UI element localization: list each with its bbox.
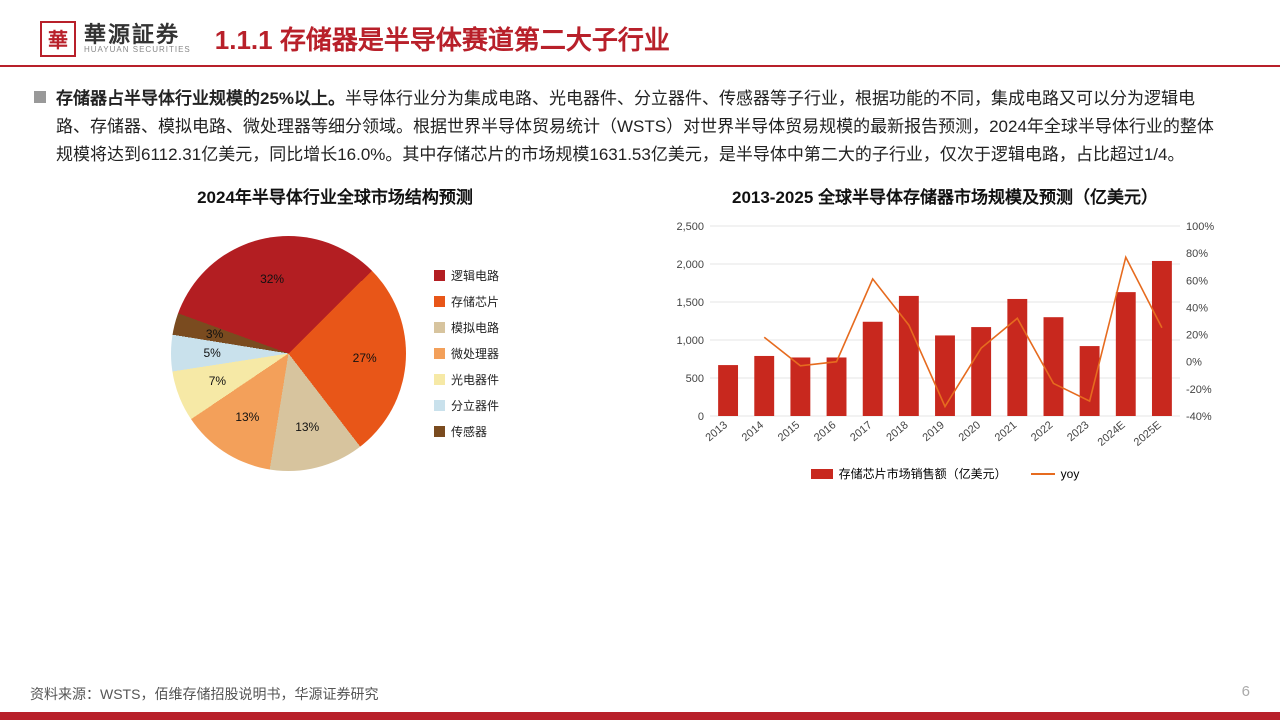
pie-slice-label: 13%: [295, 420, 319, 434]
combo-legend: 存储芯片市场销售额（亿美元） yoy: [660, 465, 1230, 482]
logo-en: HUAYUAN SECURITIES: [84, 46, 191, 54]
svg-text:1,500: 1,500: [676, 297, 704, 309]
legend-swatch: [434, 296, 445, 307]
svg-text:20%: 20%: [1186, 330, 1208, 342]
footer-bar: [0, 712, 1280, 720]
pie-slice-label: 3%: [206, 327, 223, 341]
legend-row: 分立器件: [434, 397, 499, 414]
svg-text:60%: 60%: [1186, 275, 1208, 287]
page-number: 6: [1242, 683, 1250, 700]
bullet-icon: [34, 91, 46, 103]
pie-slice-label: 27%: [353, 351, 377, 365]
pie-canvas: 32% 27% 13% 13% 7% 5% 3%: [171, 236, 406, 471]
footer: 资料来源：WSTS，佰维存储招股说明书，华源证券研究 6: [0, 684, 1280, 720]
svg-text:-40%: -40%: [1186, 411, 1212, 423]
combo-canvas: 0 500 1,000 1,500 2,000 2,500 -40% -20% 0% 20% 40%…: [660, 218, 1230, 458]
legend-row: 模拟电路: [434, 319, 499, 336]
pie-slice-label: 32%: [260, 272, 284, 286]
svg-text:2022: 2022: [1029, 419, 1055, 444]
legend-swatch: [434, 374, 445, 385]
svg-text:2017: 2017: [848, 419, 874, 444]
source-text: 资料来源：WSTS，佰维存储招股说明书，华源证券研究: [0, 684, 1280, 712]
legend-bar-label: 存储芯片市场销售额（亿美元）: [839, 465, 1007, 482]
pie-legend: 逻辑电路存储芯片模拟电路微处理器光电器件分立器件传感器: [434, 267, 499, 440]
pie-slice-label: 7%: [209, 374, 226, 388]
svg-text:500: 500: [686, 373, 704, 385]
logo-icon: 華: [40, 21, 76, 57]
legend-row: 光电器件: [434, 371, 499, 388]
legend-label: 分立器件: [451, 397, 499, 414]
svg-text:1,000: 1,000: [676, 335, 704, 347]
svg-text:2024E: 2024E: [1096, 419, 1128, 449]
svg-text:2023: 2023: [1065, 419, 1091, 444]
svg-text:2020: 2020: [957, 419, 983, 444]
legend-label: 模拟电路: [451, 319, 499, 336]
combo-chart: 2013-2025 全球半导体存储器市场规模及预测（亿美元） 0 500 1,000…: [650, 183, 1240, 498]
legend-swatch: [434, 270, 445, 281]
logo-cn: 華源証券: [84, 23, 191, 46]
pie-chart: 2024年半导体行业全球市场结构预测 32% 27% 13% 13% 7% 5% 3% 逻辑…: [40, 183, 630, 498]
svg-text:2018: 2018: [884, 419, 910, 444]
svg-text:0%: 0%: [1186, 357, 1202, 369]
body-paragraph: 存储器占半导体行业规模的25%以上。半导体行业分为集成电路、光电器件、分立器件、…: [0, 67, 1280, 169]
pie-slice-label: 5%: [203, 346, 220, 360]
combo-title: 2013-2025 全球半导体存储器市场规模及预测（亿美元）: [650, 183, 1240, 208]
pie-slice-label: 13%: [235, 410, 259, 424]
legend-row: 存储芯片: [434, 293, 499, 310]
svg-text:2021: 2021: [993, 419, 1019, 444]
legend-swatch: [434, 400, 445, 411]
legend-line-label: yoy: [1061, 467, 1080, 481]
svg-text:100%: 100%: [1186, 221, 1214, 233]
logo: 華 華源証券 HUAYUAN SECURITIES: [40, 21, 191, 57]
legend-label: 光电器件: [451, 371, 499, 388]
svg-text:-20%: -20%: [1186, 384, 1212, 396]
svg-text:2,000: 2,000: [676, 259, 704, 271]
legend-label: 存储芯片: [451, 293, 499, 310]
svg-text:2013: 2013: [704, 419, 730, 444]
legend-swatch: [434, 348, 445, 359]
legend-row: 微处理器: [434, 345, 499, 362]
svg-text:80%: 80%: [1186, 248, 1208, 260]
legend-line-swatch: [1031, 473, 1055, 475]
svg-text:2025E: 2025E: [1132, 419, 1164, 449]
svg-text:2,500: 2,500: [676, 221, 704, 233]
svg-text:2015: 2015: [776, 419, 802, 444]
pie-title: 2024年半导体行业全球市场结构预测: [40, 183, 630, 208]
legend-swatch: [434, 322, 445, 333]
svg-text:2019: 2019: [920, 419, 946, 444]
svg-text:2014: 2014: [740, 419, 766, 444]
svg-text:0: 0: [698, 411, 704, 423]
slide-title: 1.1.1 存储器是半导体赛道第二大子行业: [215, 20, 670, 57]
legend-label: 微处理器: [451, 345, 499, 362]
legend-label: 逻辑电路: [451, 267, 499, 284]
svg-text:2016: 2016: [812, 419, 838, 444]
svg-text:40%: 40%: [1186, 303, 1208, 315]
legend-swatch: [434, 426, 445, 437]
legend-bar-swatch: [811, 469, 833, 479]
legend-row: 逻辑电路: [434, 267, 499, 284]
legend-label: 传感器: [451, 423, 487, 440]
legend-row: 传感器: [434, 423, 499, 440]
header: 華 華源証券 HUAYUAN SECURITIES 1.1.1 存储器是半导体赛…: [0, 0, 1280, 65]
body-bold: 存储器占半导体行业规模的25%以上。: [56, 89, 345, 108]
